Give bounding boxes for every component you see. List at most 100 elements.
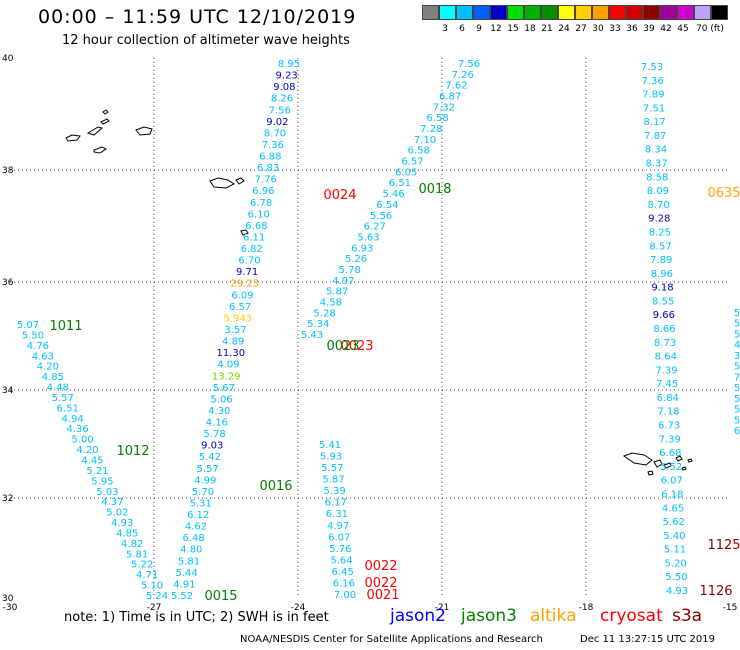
x-tick-label: -24 [291,603,306,613]
wave-height-value: 4.37 [101,497,123,508]
generated-timestamp: Dec 11 13:27:15 UTC 2019 [580,634,715,645]
wave-height-value: 5.50 [665,572,687,583]
wave-height-value: 6.57 [401,157,423,168]
wave-height-value: 5.42 [199,452,221,463]
wave-height-value: 6.16 [333,578,355,589]
wave-height-value: 4.76 [27,341,49,352]
wave-height-value: 5.02 [106,508,128,519]
legend-label: 45 [677,24,689,34]
island-outline [102,109,109,115]
wave-height-value: 5.78 [339,265,361,276]
satellite-label-jason2: jason2 [390,606,446,626]
wave-height-value: 5.67 [213,383,235,394]
wave-height-value: 7.53 [641,62,663,73]
wave-height-value: 5.22 [131,560,153,571]
legend-label: 18 [524,24,536,34]
wave-height-value: 6.93 [351,243,373,254]
wave-height-value: 5 [734,394,740,405]
wave-height-value: 4.65 [662,503,684,514]
wave-height-value: 6.51 [389,178,411,189]
wave-height-value: 6.83 [257,163,279,174]
legend-swatch [558,5,575,20]
wave-height-value: 4.85 [42,372,64,383]
wave-height-value: 4.94 [62,414,84,425]
legend-swatch [643,5,660,20]
island-outline [209,177,235,189]
pass-time-label: 0635 [707,186,740,201]
legend-label: 27 [575,24,587,34]
island-outline [93,146,107,154]
wave-height-value: 7.56 [269,105,291,116]
wave-height-value: 5.62 [663,517,685,528]
legend-swatch [422,5,439,20]
wave-height-value: 7.26 [452,70,474,81]
wave-height-value: 5.76 [329,544,351,555]
wave-height-value: 9.71 [236,267,258,278]
wave-height-value: 4.97 [332,276,354,287]
legend-swatch [473,5,490,20]
wave-height-value: 5.943 [224,313,253,324]
wave-height-value: 11.30 [217,348,246,359]
wave-height-value: 4.20 [76,445,98,456]
legend-swatch [490,5,507,20]
wave-height-value: 9.28 [648,214,670,225]
wave-height-value: 6.10 [248,209,270,220]
wave-height-value: 5.50 [22,330,44,341]
wave-height-value: 7.32 [433,102,455,113]
wave-height-value: 4.93 [111,518,133,529]
wave-height-value: 7.36 [642,76,664,87]
island-outline [647,470,654,476]
wave-height-value: 8.64 [655,352,677,363]
wave-height-value: 5.11 [664,545,686,556]
footer-note: note: 1) Time is in UTC; 2) SWH is in fe… [64,610,329,625]
wave-height-value: 6.48 [182,533,204,544]
wave-height-value: 7 [734,372,740,383]
wave-height-value: 5 [734,383,740,394]
pass-time-label: 0015 [204,589,237,604]
wave-height-value: 5.56 [370,211,392,222]
wave-height-value: 5.28 [313,308,335,319]
wave-height-value: 4 [734,340,740,351]
wave-height-value: 8.57 [649,241,671,252]
pass-time-label: 0022 [364,559,397,574]
wave-height-value: 5 [734,362,740,373]
wave-height-value: 4.30 [208,406,230,417]
legend-label: 9 [476,24,482,34]
legend-label: 33 [609,24,621,34]
island-outline [681,466,687,471]
wave-height-value: 8.58 [646,172,668,183]
wave-height-value: 6.05 [395,167,417,178]
y-tick-label: 32 [2,494,13,504]
wave-height-value: 3.57 [224,325,246,336]
wave-height-value: 4.82 [121,539,143,550]
wave-height-value: 7.18 [657,407,679,418]
pass-time-label: 0023 [326,339,359,354]
wave-height-value: 8.09 [647,186,669,197]
wave-height-value: 5.44 [176,568,198,579]
island-outline [653,459,663,468]
x-tick-label: -21 [435,603,450,613]
wave-height-value: 5.81 [178,556,200,567]
wave-height-value: 6.58 [426,113,448,124]
wave-height-value: 8.96 [651,269,673,280]
wave-height-value: 5.46 [383,189,405,200]
pass-time-label: 0024 [323,188,356,203]
x-tick-label: -18 [579,603,594,613]
wave-height-value: 6.68 [659,448,681,459]
pass-time-label: 0022 [364,576,397,591]
legend-swatch [439,5,456,20]
wave-height-value: 5.06 [210,394,232,405]
legend-swatch [660,5,677,20]
wave-height-value: 5.26 [345,254,367,265]
wave-height-value: 4.89 [222,337,244,348]
wave-height-value: 8.95 [278,59,300,70]
pass-time-label: 0023 [340,339,373,354]
legend-label: 6 [459,24,465,34]
legend-swatch [626,5,643,20]
y-tick-label: 36 [2,278,14,288]
wave-height-value: 4.20 [37,362,59,373]
legend-label: 30 [592,24,604,34]
legend-label: 12 [490,24,502,34]
legend-swatch [541,5,558,20]
wave-height-value: 6.84 [657,393,679,404]
